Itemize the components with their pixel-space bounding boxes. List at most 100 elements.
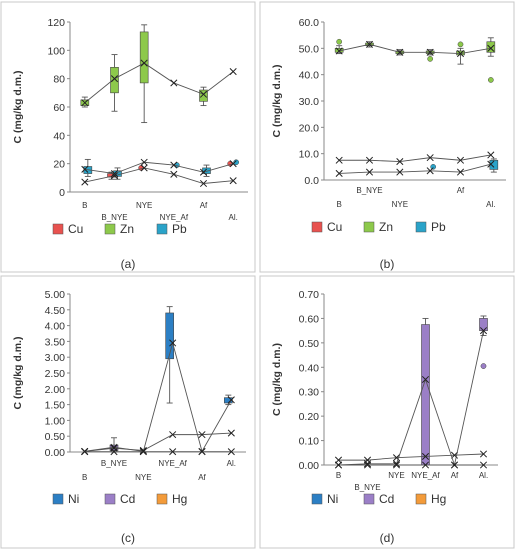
mean-marker-cd [421, 375, 430, 384]
x-tick-label: Al. [486, 200, 495, 209]
y-tick-label: 0.60 [299, 313, 320, 325]
box-cd [479, 318, 488, 331]
x-tick-label: NYE_Af [158, 459, 187, 468]
mean-marker-zn [365, 40, 374, 48]
mean-marker-cd [198, 431, 206, 439]
mean-marker-cu [396, 158, 404, 166]
series-line-ni [84, 341, 232, 453]
x-tick-label: B_NYE [354, 483, 380, 492]
legend-swatch-hg [156, 493, 168, 505]
x-tick-label: B [82, 201, 87, 210]
mean-marker-pb [335, 169, 343, 177]
box-zn [486, 41, 496, 53]
y-tick-label: 20 [53, 159, 65, 171]
legend-swatch-cu [311, 221, 323, 233]
mean-marker-pb [110, 170, 119, 178]
box-zn [199, 89, 208, 102]
mean-marker-cu [426, 154, 434, 162]
series-line-cu [339, 154, 491, 163]
y-tick-label: 0.10 [299, 436, 320, 448]
mean-marker-pb [170, 161, 178, 169]
mean-marker-zn [110, 75, 119, 83]
y-tick-label: 0.00 [45, 447, 66, 459]
legend-label-pb: Pb [172, 222, 187, 236]
box-cd [421, 324, 430, 466]
y-tick-label: 3.50 [45, 336, 66, 348]
mean-marker-ni [227, 396, 235, 404]
mean-marker-hg [392, 461, 401, 469]
x-tick-label: B [82, 473, 87, 482]
y-tick-label: 20.0 [299, 122, 320, 134]
legend-label-ni: Ni [68, 492, 79, 506]
mean-marker-cd [363, 460, 372, 468]
box-ni [165, 312, 174, 360]
panel-border [259, 275, 515, 549]
legend-label-zn: Zn [120, 222, 134, 236]
legend-swatch-pb [156, 223, 168, 235]
mean-marker-cu [199, 179, 208, 188]
y-axis-label: C (mg/kg d.m.) [12, 71, 24, 144]
x-tick-label: Al. [227, 459, 236, 468]
y-tick-label: 0.40 [299, 362, 320, 374]
mean-marker-hg [479, 461, 488, 469]
x-tick-label: B_NYE [356, 186, 382, 195]
legend-swatch-zn [104, 223, 116, 235]
x-tick-label: NYE_Af [160, 213, 189, 222]
mean-marker-cu [456, 156, 465, 164]
outlier-point-pb [233, 159, 240, 166]
mean-marker-zn [456, 50, 465, 58]
mean-marker-hg [227, 448, 235, 456]
legend-swatch-zn [363, 221, 375, 233]
x-tick-label: B [336, 471, 341, 480]
series-line-pb [84, 161, 234, 175]
mean-marker-zn [396, 48, 404, 56]
x-tick-label: Af [198, 473, 206, 482]
legend-label-hg: Hg [172, 492, 187, 506]
y-tick-label: 30.0 [299, 96, 320, 108]
x-tick-label: Af [457, 186, 465, 195]
y-tick-label: 60.0 [299, 17, 320, 29]
y-tick-label: 2.00 [45, 384, 66, 396]
y-tick-label: 3.00 [45, 352, 66, 364]
mean-marker-cd [139, 446, 147, 454]
mean-marker-cu [487, 151, 495, 159]
mean-marker-ni [421, 452, 430, 461]
series-line-zn [84, 62, 234, 104]
mean-marker-cd [227, 429, 235, 437]
x-tick-label: B_NYE [101, 459, 127, 468]
mean-marker-zn [335, 47, 343, 55]
panel-border [259, 1, 515, 273]
x-tick-label: Al. [228, 213, 237, 222]
y-tick-label: 0.0 [304, 175, 319, 187]
y-tick-label: 120 [47, 17, 65, 29]
y-tick-label: 0.30 [299, 387, 320, 399]
mean-marker-cu [365, 156, 374, 164]
y-tick-label: 0.00 [299, 460, 320, 472]
x-tick-label: Af [451, 471, 459, 480]
y-tick-label: 1.00 [45, 415, 66, 427]
legend-swatch-ni [311, 493, 323, 505]
x-tick-label: B_NYE [101, 213, 127, 222]
series-line-ni [338, 453, 484, 461]
mean-marker-cu [140, 164, 148, 172]
mean-marker-pb [487, 160, 495, 168]
outlier-point-zn [457, 41, 464, 48]
chart-panel-d: 0.00 0.10 0.20 0.30 0.40 0.50 0.60 0.70 C (mg/kg… [259, 275, 515, 549]
mean-marker-pb [365, 168, 374, 176]
legend-label-zn: Zn [379, 220, 393, 234]
mean-marker-cu [335, 156, 343, 164]
y-tick-label: 0.50 [45, 431, 66, 443]
mean-marker-pb [81, 165, 89, 173]
legend-swatch-cd [363, 493, 375, 505]
legend-label-ni: Ni [327, 492, 338, 506]
mean-marker-hg [450, 461, 459, 469]
series-line-pb [339, 163, 491, 174]
y-tick-label: 10.0 [299, 149, 320, 161]
mean-marker-zn [426, 48, 434, 56]
legend-swatch-pb [415, 221, 427, 233]
box-zn [139, 31, 149, 84]
mean-marker-hg [139, 448, 147, 456]
mean-marker-cd [110, 444, 118, 452]
series-line-zn [339, 43, 491, 55]
series-line-cd [84, 432, 232, 452]
